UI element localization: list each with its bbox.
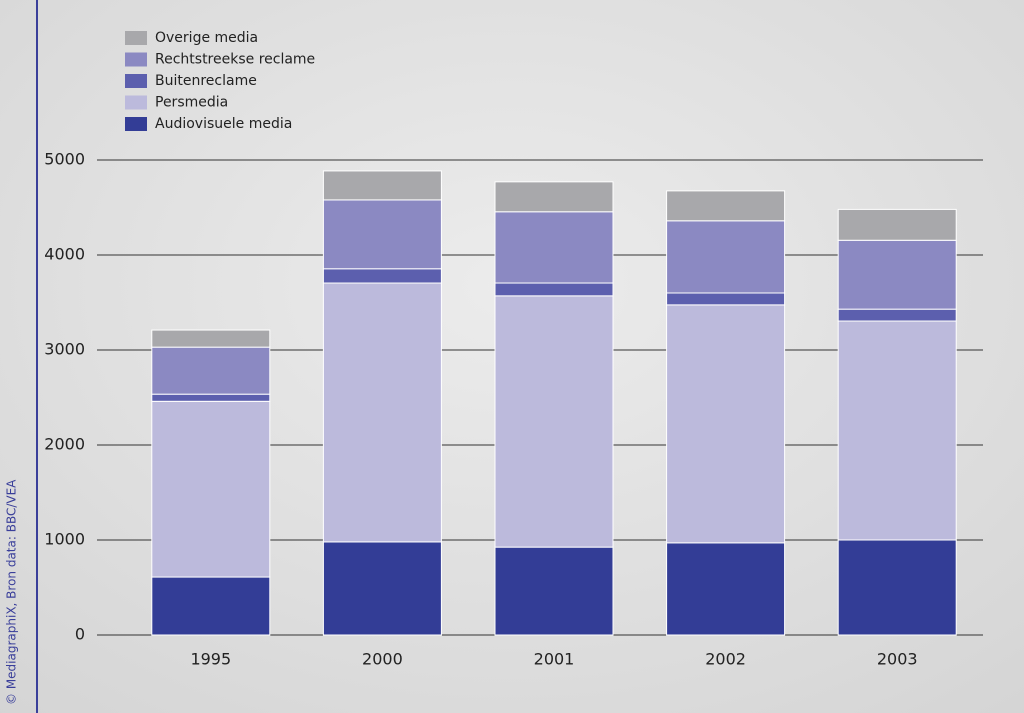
bar-segment bbox=[494, 282, 614, 297]
x-tick-label: 2002 bbox=[705, 650, 746, 669]
bar-segment bbox=[666, 190, 786, 222]
bar-segment bbox=[837, 308, 957, 322]
legend-label: Audiovisuele media bbox=[155, 116, 292, 132]
x-tick-label: 2000 bbox=[362, 650, 403, 669]
credit: © MediagraphiX, Bron data: BBC/VEA bbox=[5, 479, 19, 705]
legend-label: Buitenreclame bbox=[155, 73, 257, 89]
legend-swatch bbox=[125, 95, 147, 110]
bar-segment bbox=[494, 181, 614, 213]
y-tick-label: 2000 bbox=[44, 435, 85, 454]
bar-segment bbox=[322, 282, 442, 543]
bar-segment bbox=[151, 393, 271, 402]
bar-segment bbox=[494, 295, 614, 548]
bar-segment bbox=[837, 239, 957, 310]
bar-segment bbox=[837, 539, 957, 636]
bar-segment bbox=[837, 208, 957, 241]
x-tick-label: 2001 bbox=[534, 650, 575, 669]
bar-segment bbox=[322, 199, 442, 270]
bar-segment bbox=[322, 268, 442, 284]
legend-swatch bbox=[125, 52, 147, 67]
bar-segment bbox=[151, 400, 271, 578]
y-tick-label: 5000 bbox=[44, 150, 85, 169]
y-tick-label: 3000 bbox=[44, 340, 85, 359]
y-tick-label: 0 bbox=[75, 625, 85, 644]
y-tick-label: 4000 bbox=[44, 245, 85, 264]
bar-segment bbox=[151, 576, 271, 636]
legend-swatch bbox=[125, 117, 147, 131]
bar-segment bbox=[666, 542, 786, 636]
y-tick-label: 1000 bbox=[44, 530, 85, 549]
bar-segment bbox=[666, 292, 786, 306]
bar-segment bbox=[151, 346, 271, 395]
bar-segment bbox=[151, 329, 271, 348]
legend-swatch bbox=[125, 74, 147, 88]
x-tick-label: 2003 bbox=[877, 650, 918, 669]
bar-segment bbox=[666, 304, 786, 544]
bar-segment bbox=[494, 211, 614, 284]
bar-segment bbox=[322, 170, 442, 201]
bar-segment bbox=[494, 546, 614, 636]
bar-segment bbox=[837, 320, 957, 541]
x-tick-label: 1995 bbox=[190, 650, 231, 669]
legend-swatch bbox=[125, 31, 147, 45]
bar-segment bbox=[322, 541, 442, 636]
legend-label: Rechtstreekse reclame bbox=[155, 52, 315, 68]
bar-segment bbox=[666, 220, 786, 294]
legend-label: Overige media bbox=[155, 30, 258, 46]
legend-label: Persmedia bbox=[155, 95, 228, 111]
